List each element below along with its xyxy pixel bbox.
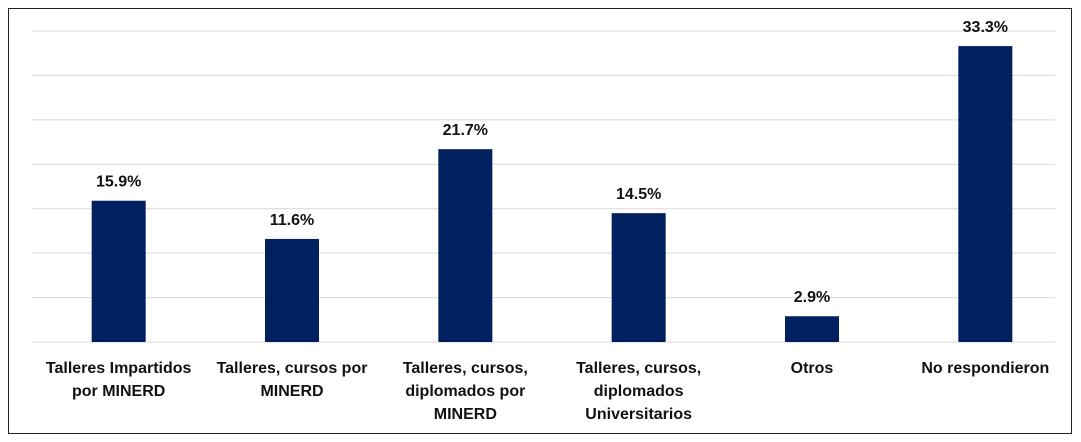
bar: [958, 46, 1013, 342]
bar: [265, 238, 319, 342]
x-tick-label: No respondieron: [921, 360, 1050, 377]
x-tick-label: Talleres, cursos, diplomados por MINERD: [402, 360, 528, 423]
x-tick-label: Otros: [790, 360, 834, 377]
data-label: 15.9%: [96, 174, 141, 191]
data-label: 33.3%: [963, 19, 1008, 36]
data-label: 2.9%: [794, 289, 830, 306]
data-label: 21.7%: [443, 122, 488, 139]
bar: [785, 316, 839, 342]
data-label: 11.6%: [270, 212, 314, 229]
bar: [611, 213, 666, 342]
x-tick-label: Talleres Impartidos por MINERD: [45, 360, 192, 400]
chart-frame: [8, 8, 1072, 434]
bar: [438, 149, 493, 342]
x-tick-label: Talleres, cursos, diplomados Universitar…: [576, 360, 702, 423]
x-tick-label: Talleres, cursos por MINERD: [216, 360, 368, 400]
bar: [91, 200, 146, 342]
data-label: 14.5%: [616, 186, 661, 203]
